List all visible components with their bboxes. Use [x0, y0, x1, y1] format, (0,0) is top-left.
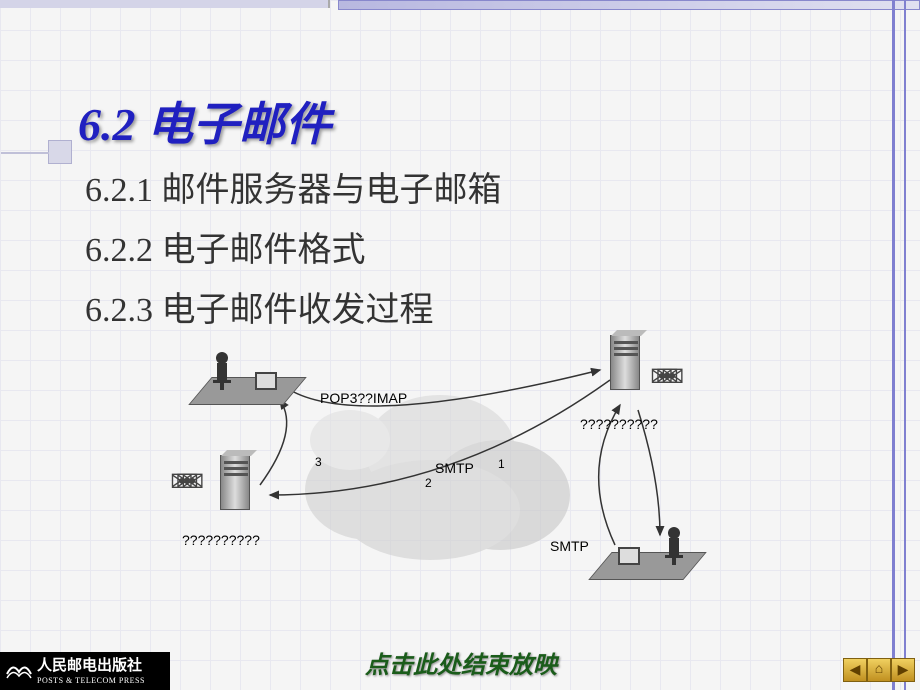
label-pop3-imap: POP3??IMAP [320, 390, 407, 406]
label-smtp-right: SMTP [550, 538, 589, 554]
nav-home-button[interactable]: ⌂ [867, 658, 891, 682]
server-right [610, 335, 640, 390]
server-left [220, 455, 250, 510]
subheading-2: 6.2.2 电子邮件格式 [85, 222, 366, 271]
label-question-left: ?????????? [182, 532, 260, 548]
publisher-logo: 人民邮电出版社 POSTS & TELECOM PRESS [0, 652, 170, 690]
envelopes-left-icon: ✉✉✉ [170, 465, 186, 499]
label-step-3: 3 [315, 455, 322, 469]
label-step-1: 1 [498, 457, 505, 471]
nav-next-button[interactable]: ▶ [891, 658, 915, 682]
label-step-2: 2 [425, 476, 432, 490]
nav-controls: ◀ ⌂ ▶ [843, 658, 915, 682]
envelopes-right-icon: ✉✉✉ [650, 360, 666, 394]
right-vline-2 [904, 0, 906, 690]
subheading-1: 6.2.1 邮件服务器与电子邮箱 [85, 162, 502, 211]
bullet-square [48, 140, 72, 164]
label-smtp-center: SMTP [435, 460, 474, 476]
right-vline-1 [892, 0, 895, 690]
end-show-link[interactable]: 点击此处结束放映 [365, 645, 557, 680]
top-decor-right [338, 0, 920, 10]
page-title: 6.2 电子邮件 [78, 88, 331, 154]
user-bottom-right [600, 520, 690, 580]
label-question-right: ?????????? [580, 416, 658, 432]
user-top-left [200, 345, 290, 405]
subheading-3: 6.2.3 电子邮件收发过程 [85, 282, 434, 331]
nav-prev-button[interactable]: ◀ [843, 658, 867, 682]
email-flow-diagram: ✉✉✉ ✉✉✉ POP3??IMAP SMTP SMTP ?????????? … [160, 340, 720, 590]
top-decor-left [0, 0, 330, 8]
